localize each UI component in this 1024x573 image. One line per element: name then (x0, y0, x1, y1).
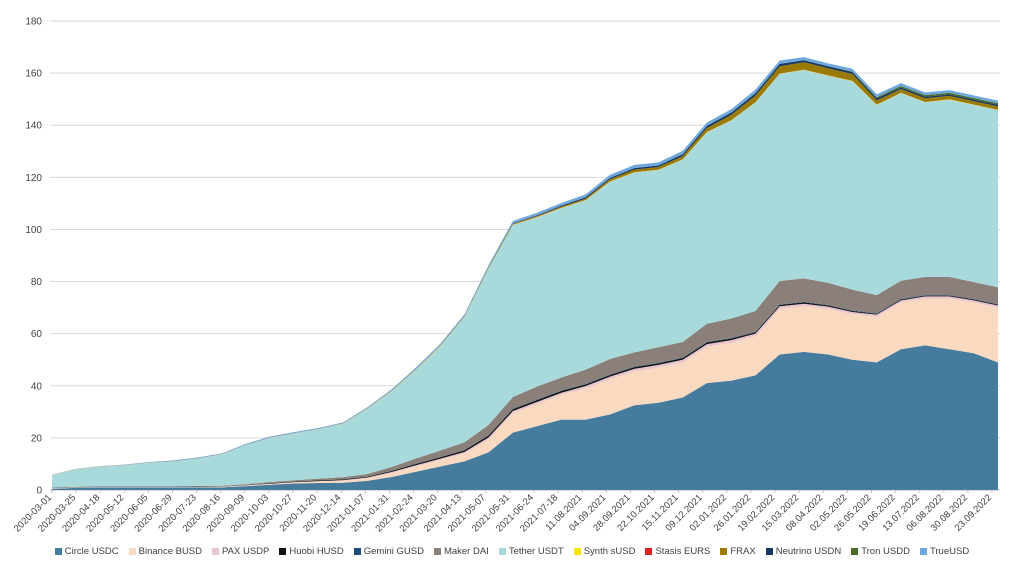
legend-item: Gemini GUSD (353, 545, 424, 557)
area-series (52, 57, 998, 490)
legend-label: Stasis EURS (655, 545, 711, 557)
legend-item: Stasis EURS (645, 546, 710, 557)
legend-swatch (212, 547, 220, 555)
legend-item: Synth sUSD (573, 545, 636, 557)
y-tick-label: 120 (25, 173, 42, 184)
area-tether-usdt (52, 69, 998, 488)
legend-swatch (433, 547, 441, 555)
y-tick-label: 60 (31, 329, 43, 340)
legend-swatch (645, 547, 653, 555)
legend-item: Tron USDD (851, 546, 910, 557)
legend-swatch (720, 547, 728, 555)
chart-canvas: 0 20 40 60 80 100 120 140 160 180 2020-03-012020-… (12, 17, 1000, 534)
legend: Circle USDC Binance BUSD PAX USDP Huobi HUS… (0, 540, 1024, 562)
legend-label: Binance BUSD (138, 545, 203, 557)
legend-label: PAX USDP (222, 545, 270, 557)
legend-item: Binance BUSD (128, 545, 203, 557)
legend-label: Circle USDC (64, 545, 119, 557)
y-tick-label: 180 (25, 17, 42, 28)
y-tick-label: 20 (31, 433, 43, 444)
y-tick-label: 140 (25, 121, 42, 132)
y-tick-label: 40 (31, 381, 43, 392)
legend-label: Huobi HUSD (289, 545, 344, 557)
legend-item: Maker DAI (433, 545, 489, 557)
legend-label: TrueUSD (929, 545, 970, 557)
legend-label: Tether USDT (508, 545, 564, 557)
legend-label: Tron USDD (861, 545, 910, 557)
area-binance-busd (52, 298, 998, 489)
legend-swatch (765, 547, 773, 555)
legend-swatch (279, 547, 287, 555)
legend-item: Tether USDT (498, 545, 564, 557)
legend-label: Neutrino USDN (775, 545, 842, 557)
legend-label: Gemini GUSD (363, 545, 424, 557)
legend-label: Synth sUSD (583, 545, 636, 557)
x-axis: 2020-03-012020-03-252020-04-182020-05-12… (12, 490, 994, 534)
legend-item: FRAX (720, 545, 756, 557)
legend-swatch (353, 547, 361, 555)
legend-label: FRAX (730, 545, 756, 557)
y-tick-label: 160 (25, 69, 42, 80)
legend-item: Circle USDC (54, 545, 119, 557)
legend-item: Neutrino USDN (765, 545, 842, 557)
area-circle-usdc (52, 345, 998, 490)
legend-item: TrueUSD (919, 545, 970, 557)
area-maker-dai (52, 276, 998, 488)
y-axis: 0 20 40 60 80 100 120 140 160 180 (25, 17, 42, 497)
legend-item: Huobi HUSD (279, 545, 344, 557)
legend-swatch (498, 547, 506, 555)
legend-swatch (54, 547, 62, 555)
legend-item: PAX USDP (212, 546, 269, 557)
legend-swatch (128, 547, 136, 555)
y-tick-label: 80 (31, 277, 43, 288)
y-tick-label: 100 (25, 225, 42, 236)
legend-swatch (851, 547, 859, 555)
legend-swatch (573, 547, 581, 555)
y-tick-label: 0 (36, 486, 42, 497)
legend-swatch (919, 547, 927, 555)
legend-label: Maker DAI (443, 545, 489, 557)
